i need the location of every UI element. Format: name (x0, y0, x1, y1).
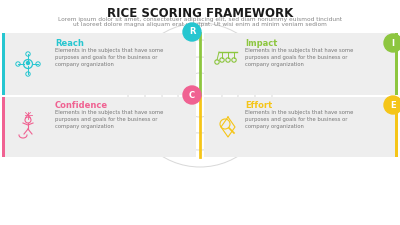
Text: I: I (392, 38, 394, 47)
Text: ut laoreet dolore magna aliquam erat volutpat. Ut wisi enim ad minim veniam sedi: ut laoreet dolore magna aliquam erat vol… (73, 22, 327, 27)
Text: Effort: Effort (245, 101, 272, 110)
FancyBboxPatch shape (204, 97, 398, 157)
Circle shape (26, 61, 30, 65)
FancyBboxPatch shape (2, 97, 196, 157)
Text: Reach: Reach (55, 39, 84, 48)
Text: Elements in the subjects that have some
purposes and goals for the business or
c: Elements in the subjects that have some … (55, 48, 163, 67)
Text: R: R (189, 27, 195, 36)
Text: Elements in the subjects that have some
purposes and goals for the business or
c: Elements in the subjects that have some … (55, 110, 163, 129)
Text: C: C (189, 90, 195, 99)
Text: RICE SCORING FRAMEWORK: RICE SCORING FRAMEWORK (107, 7, 293, 20)
Text: Lorem ipsum dolor sit amet, consectetuer adipiscing elit, sed diam nonummy euism: Lorem ipsum dolor sit amet, consectetuer… (58, 17, 342, 22)
Circle shape (384, 34, 400, 52)
Circle shape (183, 23, 201, 41)
FancyBboxPatch shape (2, 97, 5, 157)
Text: E: E (390, 101, 396, 110)
Circle shape (183, 86, 201, 104)
FancyBboxPatch shape (204, 33, 398, 95)
FancyBboxPatch shape (2, 33, 5, 95)
Text: Elements in the subjects that have some
purposes and goals for the business or
c: Elements in the subjects that have some … (245, 48, 353, 67)
FancyBboxPatch shape (395, 97, 398, 157)
Text: Confidence: Confidence (55, 101, 108, 110)
FancyBboxPatch shape (2, 33, 196, 95)
Text: Impact: Impact (245, 39, 277, 48)
FancyBboxPatch shape (395, 33, 398, 95)
Circle shape (384, 96, 400, 114)
Text: Elements in the subjects that have some
purposes and goals for the business or
c: Elements in the subjects that have some … (245, 110, 353, 129)
